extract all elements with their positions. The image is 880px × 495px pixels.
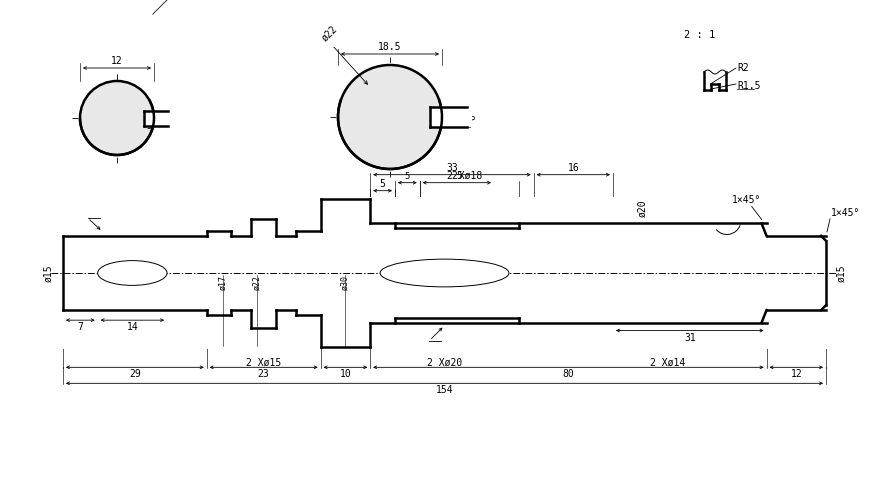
Text: 23: 23 [258, 369, 269, 379]
Text: 2 Xø20: 2 Xø20 [427, 357, 462, 367]
Text: ø15: ø15 [43, 264, 53, 282]
Text: 2 Xø18: 2 Xø18 [447, 171, 482, 181]
Circle shape [338, 65, 442, 169]
Text: 2 Xø14: 2 Xø14 [649, 357, 685, 367]
Circle shape [80, 81, 154, 155]
Text: 16: 16 [568, 163, 579, 173]
Text: ø15: ø15 [836, 264, 846, 282]
Text: 31: 31 [684, 333, 695, 343]
Text: 154: 154 [436, 385, 453, 396]
Text: 2 : 1: 2 : 1 [685, 30, 715, 40]
Text: 10: 10 [340, 369, 351, 379]
Text: 14: 14 [127, 322, 138, 332]
Text: 25: 25 [451, 171, 463, 181]
Text: 7: 7 [77, 322, 84, 332]
Text: 2 Xø15: 2 Xø15 [246, 357, 282, 367]
Text: ø30: ø30 [341, 275, 350, 290]
Text: 18.5: 18.5 [378, 42, 402, 52]
Bar [144, 110, 195, 126]
Text: R1.5: R1.5 [737, 81, 760, 91]
Text: 5: 5 [379, 179, 385, 189]
Text: 5: 5 [405, 172, 410, 181]
Text: R2: R2 [737, 63, 749, 73]
Ellipse shape [98, 260, 167, 286]
Text: 33: 33 [446, 163, 458, 173]
Text: 1×45°: 1×45° [732, 196, 761, 205]
Text: ø17: ø17 [219, 275, 228, 290]
Text: 6: 6 [468, 114, 477, 120]
Bar [61, 197, 828, 349]
Text: ø20: ø20 [638, 200, 648, 217]
Text: ø22: ø22 [320, 23, 340, 43]
Ellipse shape [380, 259, 509, 287]
Text: 80: 80 [562, 369, 575, 379]
Text: 12: 12 [790, 369, 803, 379]
Bar [430, 107, 472, 127]
Text: ø22: ø22 [253, 275, 261, 290]
Text: 12: 12 [111, 56, 123, 66]
Text: 29: 29 [129, 369, 141, 379]
Text: 1×45°: 1×45° [831, 208, 861, 218]
Text: 5: 5 [147, 122, 152, 131]
